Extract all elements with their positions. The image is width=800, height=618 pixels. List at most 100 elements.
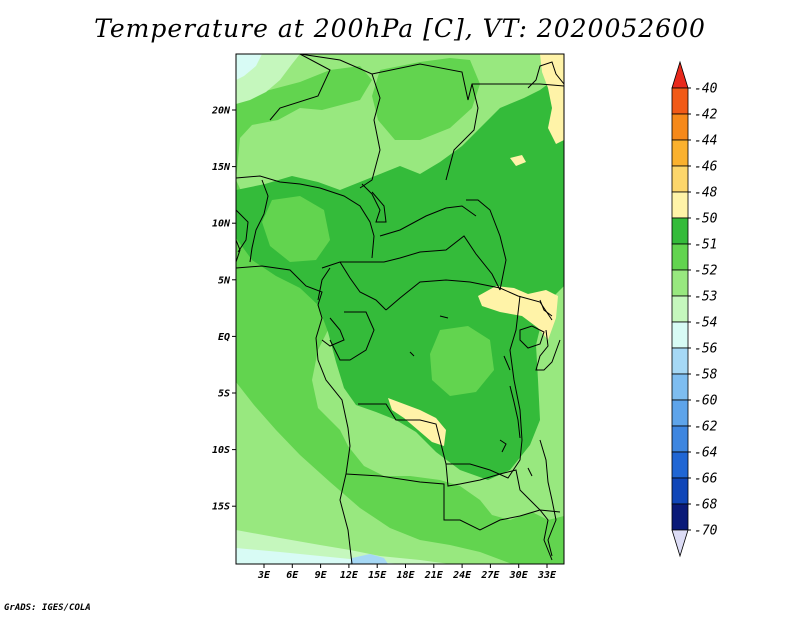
lat-tick-label: 20N (211, 106, 231, 117)
lat-tick-label: 10N (212, 219, 231, 230)
colorbar-label: -46 (694, 160, 718, 175)
colorbar-label: -44 (694, 134, 717, 149)
boundary-nw-2 (236, 209, 249, 253)
field-56-54-northwest (236, 54, 262, 80)
colorbar-label: -42 (694, 108, 718, 123)
country-boundaries (236, 54, 564, 564)
longitude-axis: 3E 6E 9E 12E 15E 18E 21E 24E 27E 30E 33E (257, 564, 557, 581)
colorbar-swatch (671, 113, 689, 141)
field-60-58-south (350, 554, 388, 564)
colorbar-swatch (671, 295, 689, 323)
coastline-west (236, 239, 353, 564)
colorbar-swatch (671, 191, 689, 219)
lon-tick-label: 18E (396, 570, 415, 581)
boundary-east-2 (445, 83, 479, 181)
lon-tick-label: 6E (286, 570, 299, 581)
colorbar-top-arrow (671, 60, 689, 89)
colorbar-swatch (671, 399, 689, 427)
lon-tick-label: 3E (257, 570, 271, 581)
boundary-gabon (321, 317, 345, 347)
colorbar-swatch (671, 503, 689, 531)
colorbar-label: -62 (694, 420, 718, 435)
lon-tick-label: 9E (315, 570, 328, 581)
colorbar-label: -40 (694, 82, 718, 97)
lon-tick-label: 30E (509, 570, 529, 581)
boundary-nw-1 (249, 179, 269, 263)
boundary-east-1 (466, 199, 507, 291)
colorbar-label: -50 (694, 212, 718, 227)
colorbar-label: -66 (694, 472, 718, 487)
boundary-lake-victoria (519, 325, 545, 349)
boundary-drc-south (358, 403, 461, 487)
boundary-mozambique (519, 509, 553, 561)
colorbar-swatch (671, 243, 689, 271)
colorbar-label: -53 (694, 290, 717, 305)
colorbar-swatch (671, 321, 689, 349)
colorbar-swatch (671, 347, 689, 375)
colorbar-label: -48 (694, 186, 718, 201)
colorbar-swatch (671, 477, 689, 505)
latitude-axis: 20N 15N 10N 5N EQ 5S 10S 15S (211, 106, 236, 513)
field-51-50-spot (510, 155, 526, 166)
field-53-52-inner (262, 196, 330, 262)
colorbar-label: -60 (694, 394, 718, 409)
colorbar-swatch (671, 269, 689, 297)
lat-tick-label: 10S (212, 445, 230, 456)
boundary-small-lakes (409, 315, 533, 477)
colorbar-label: -56 (694, 342, 718, 357)
colorbar-label: -64 (694, 446, 717, 461)
map-title: Temperature at 200hPa [C], VT: 202005260… (94, 14, 706, 43)
boundary-malawi (539, 439, 557, 557)
map-frame (235, 53, 565, 565)
boundary-zambia (459, 469, 561, 513)
boundary-car (321, 235, 501, 291)
colorbar-label: -68 (694, 498, 718, 513)
field-53-52-inner-east (430, 326, 494, 396)
colorbar-label: -54 (694, 316, 717, 331)
boundary-drc-north (385, 279, 553, 321)
lat-tick-label: 15N (212, 162, 231, 173)
field-53-52-west (236, 66, 564, 564)
lat-tick-label: EQ (218, 332, 230, 343)
lon-tick-label: 33E (537, 570, 557, 581)
colorbar: -40 -42 -44 -46 -48 -50 -51 -52 -53 -54 -56 -58 -60 -… (671, 60, 718, 558)
boundary-cameroon (317, 261, 387, 311)
field-53-52-north (372, 58, 480, 140)
colorbar-label: -52 (694, 264, 718, 279)
colorbar-swatch (671, 217, 689, 245)
boundary-lake-chad (361, 183, 387, 223)
lon-tick-label: 24E (452, 570, 472, 581)
lat-tick-label: 5N (218, 275, 231, 286)
colorbar-swatch (671, 165, 689, 193)
credit-text: GrADS: IGES/COLA (4, 603, 91, 613)
lat-tick-label: 5S (218, 389, 230, 400)
boundary-drc-east (446, 295, 523, 479)
boundary-central-1 (236, 175, 375, 259)
boundary-tanganyika (503, 355, 521, 439)
boundary-angola (345, 473, 521, 531)
boundary-lakes (535, 299, 561, 371)
colorbar-label: -70 (694, 524, 718, 539)
colorbar-label: -58 (694, 368, 718, 383)
lon-tick-label: 12E (340, 570, 359, 581)
colorbar-swatch (671, 451, 689, 479)
colorbar-swatch (671, 373, 689, 401)
lon-tick-label: 15E (368, 570, 387, 581)
colorbar-bottom-arrow (671, 529, 689, 558)
field-51-50-south (388, 398, 446, 446)
colorbar-swatch (671, 87, 689, 115)
lon-tick-label: 27E (480, 570, 500, 581)
lon-tick-label: 21E (424, 570, 444, 581)
lat-tick-label: 15S (212, 502, 230, 513)
colorbar-swatch (671, 425, 689, 453)
boundary-congo (329, 311, 375, 361)
boundary-central-2 (379, 205, 477, 237)
colorbar-swatch (671, 139, 689, 167)
boundary-north-2 (269, 54, 331, 121)
colorbar-label: -51 (694, 238, 717, 253)
boundary-north-1 (299, 54, 381, 189)
temperature-field (236, 54, 564, 564)
boundary-ethiopia (527, 61, 564, 89)
boundary-north-3 (371, 63, 564, 101)
